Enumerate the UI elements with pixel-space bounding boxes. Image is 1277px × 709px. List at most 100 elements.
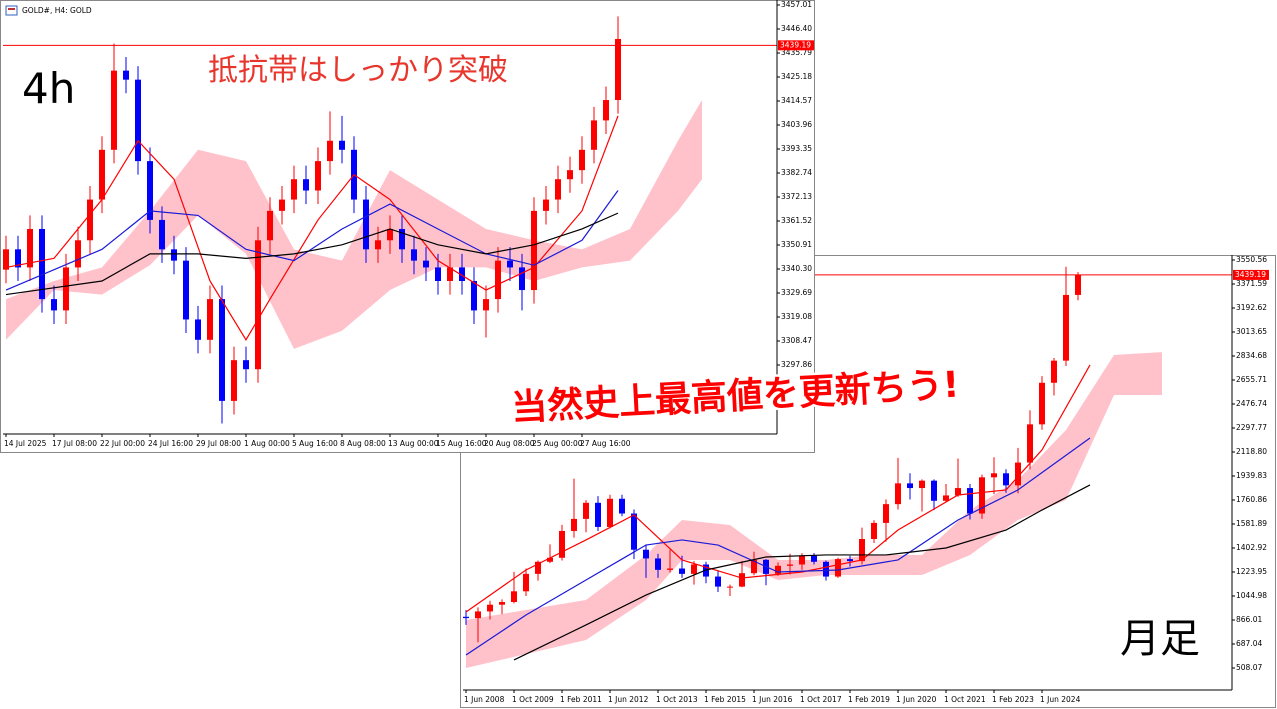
candle-body	[123, 70, 129, 80]
candle-body	[859, 539, 865, 562]
x-tick-label: 25 Aug 00:00	[532, 439, 583, 448]
ichimoku-cloud	[466, 352, 1162, 669]
candle-body	[943, 495, 949, 501]
x-tick-label: 27 Aug 16:00	[580, 439, 631, 448]
candle-body	[727, 586, 733, 588]
candle-body	[1075, 274, 1081, 295]
candle-body	[363, 199, 369, 250]
candle-body	[99, 149, 105, 200]
y-tick-label: 3013.65	[1236, 327, 1267, 336]
candle-body	[835, 559, 841, 577]
y-tick-label: 3297.86	[781, 360, 812, 369]
candle-body	[63, 267, 69, 311]
candle-body	[399, 228, 405, 250]
chart-icon	[5, 5, 18, 16]
annotation: 4h	[22, 64, 75, 113]
candle-body	[1051, 360, 1057, 383]
candle-body	[183, 260, 189, 320]
y-tick-label: 2297.77	[1236, 423, 1267, 432]
candle-body	[487, 604, 493, 612]
y-tick-label: 3361.52	[781, 216, 812, 225]
y-tick-label: 1939.83	[1236, 471, 1267, 480]
candle-body	[823, 561, 829, 577]
candle-body	[739, 573, 745, 587]
candle-body	[495, 260, 501, 300]
candle-body	[459, 267, 465, 281]
candle-body	[583, 502, 589, 519]
candle-body	[1003, 473, 1009, 486]
candle-body	[231, 360, 237, 401]
candle-body	[447, 267, 453, 281]
candle-body	[567, 170, 573, 180]
moving-average-line	[465, 364, 1091, 613]
candle-body	[339, 140, 345, 150]
x-tick-label: 1 Feb 2023	[992, 695, 1034, 704]
candle-body	[171, 249, 177, 261]
y-tick-label: 3425.18	[781, 72, 812, 81]
candle-body	[967, 488, 973, 514]
candle-body	[1015, 462, 1021, 486]
price-tag-label: 3439.19	[1235, 270, 1266, 279]
candle-body	[907, 483, 913, 489]
candle-body	[159, 219, 165, 250]
x-tick-label: 1 Feb 2015	[704, 695, 746, 704]
x-tick-label: 1 Aug 00:00	[244, 439, 290, 448]
candle-body	[423, 260, 429, 268]
y-tick-label: 1223.95	[1236, 567, 1267, 576]
y-tick-label: 3446.40	[781, 24, 812, 33]
candle-body	[267, 210, 273, 241]
price-tag-label: 3439.19	[780, 40, 811, 49]
x-tick-label: 1 Feb 2011	[560, 695, 602, 704]
candle-body	[75, 240, 81, 268]
price-tag	[778, 40, 814, 51]
y-tick-label: 2834.68	[1236, 351, 1267, 360]
candle-body	[1027, 424, 1033, 463]
x-tick-label: 14 Jul 2025	[4, 439, 47, 448]
candle-body	[87, 199, 93, 241]
candle-body	[615, 38, 621, 101]
candle-body	[543, 199, 549, 211]
y-tick-label: 1402.92	[1236, 543, 1267, 552]
candle-body	[579, 149, 585, 171]
candle-body	[15, 249, 21, 268]
x-tick-label: 1 Feb 2019	[848, 695, 890, 704]
candle-body	[435, 267, 441, 281]
candle-body	[27, 228, 33, 268]
candle-body	[499, 602, 505, 605]
candle-body	[619, 498, 625, 514]
candle-body	[243, 360, 249, 370]
y-tick-label: 3372.13	[781, 192, 812, 201]
annotation: 抵抗帯はしっかり突破	[208, 53, 508, 88]
candle-body	[511, 591, 517, 603]
chart-title: GOLD#, H4: GOLD	[22, 6, 92, 15]
x-tick-label: 8 Aug 08:00	[340, 439, 386, 448]
y-tick-label: 3457.01	[781, 0, 812, 9]
candle-body	[1039, 382, 1045, 425]
candle-body	[631, 513, 637, 550]
x-tick-label: 1 Oct 2017	[800, 695, 842, 704]
y-tick-label: 3393.35	[781, 144, 812, 153]
y-tick-label: 3192.62	[1236, 303, 1267, 312]
candle-body	[387, 228, 393, 241]
candle-body	[895, 483, 901, 505]
y-tick-label: 3403.96	[781, 120, 812, 129]
y-tick-label: 687.04	[1236, 639, 1262, 648]
candle-body	[931, 480, 937, 501]
candle-body	[643, 549, 649, 559]
candle-body	[279, 199, 285, 211]
x-tick-label: 13 Aug 00:00	[388, 439, 439, 448]
candle-body	[463, 616, 469, 619]
y-tick-label: 3435.79	[781, 48, 812, 57]
plot-area	[463, 266, 1232, 669]
candle-body	[315, 161, 321, 191]
candle-body	[787, 564, 793, 566]
candle-body	[531, 210, 537, 291]
y-tick-label: 3382.74	[781, 168, 812, 177]
candle-body	[555, 179, 561, 200]
y-tick-label: 1044.98	[1236, 591, 1267, 600]
candle-body	[811, 555, 817, 562]
y-tick-label: 2476.74	[1236, 399, 1267, 408]
x-tick-label: 15 Aug 16:00	[436, 439, 487, 448]
